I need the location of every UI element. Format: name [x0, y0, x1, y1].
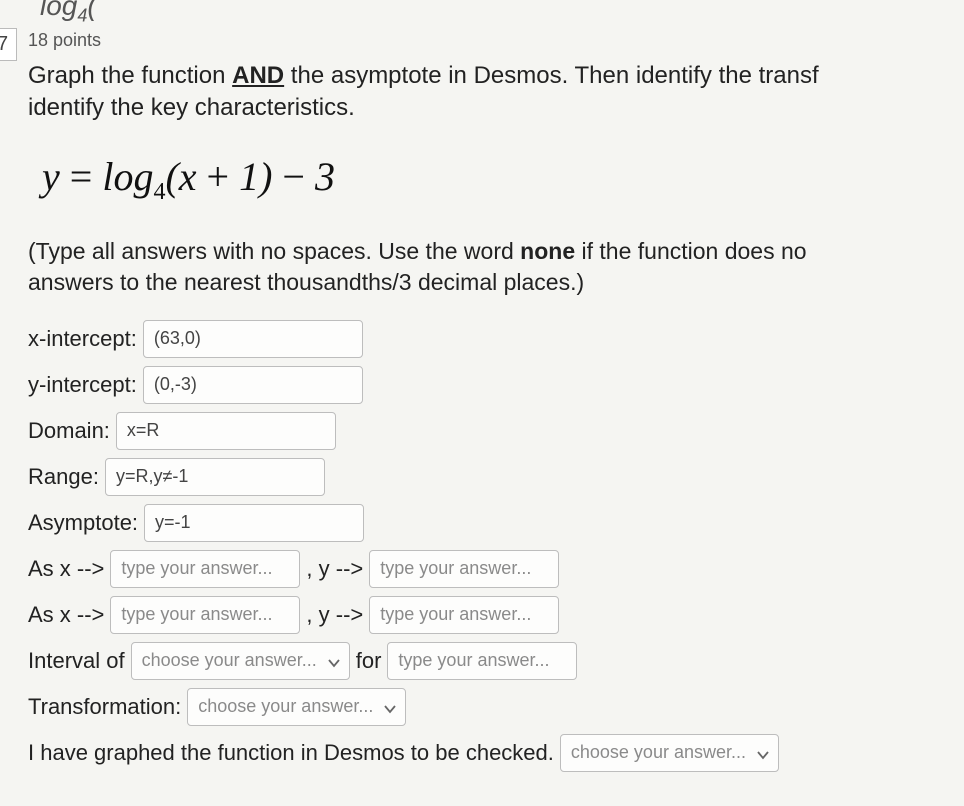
select-interval[interactable]: choose your answer... [131, 642, 350, 680]
label-interval: Interval of [28, 648, 125, 674]
note-bold: none [520, 238, 575, 264]
chevron-down-icon [327, 654, 341, 668]
input-x-intercept[interactable]: (63,0) [143, 320, 363, 358]
input-asx-1[interactable]: type your answer... [110, 550, 300, 588]
prompt-line2: identify the key characteristics. [28, 94, 355, 121]
label-range: Range: [28, 464, 99, 490]
label-y-intercept: y-intercept: [28, 372, 137, 398]
question-content: Graph the function AND the asymptote in … [28, 60, 964, 772]
note-pre: (Type all answers with no spaces. Use th… [28, 238, 520, 264]
note-line2: answers to the nearest thousandths/3 dec… [28, 269, 584, 295]
row-y-intercept: y-intercept: (0,-3) [28, 366, 964, 404]
input-y-intercept[interactable]: (0,-3) [143, 366, 363, 404]
row-end-behavior-1: As x --> type your answer... , y --> typ… [28, 550, 964, 588]
row-asymptote: Asymptote: y=-1 [28, 504, 964, 542]
question-number: 7 [0, 33, 8, 55]
row-range: Range: y=R,y≠-1 [28, 458, 964, 496]
prompt-and: AND [232, 62, 284, 89]
input-asymptote[interactable]: y=-1 [144, 504, 364, 542]
label-yarrow-2: , y --> [306, 602, 363, 628]
input-range[interactable]: y=R,y≠-1 [105, 458, 325, 496]
row-domain: Domain: x=R [28, 412, 964, 450]
select-graphed-text: choose your answer... [571, 742, 746, 763]
select-transformation-text: choose your answer... [198, 696, 373, 717]
row-x-intercept: x-intercept: (63,0) [28, 320, 964, 358]
label-domain: Domain: [28, 418, 110, 444]
label-asymptote: Asymptote: [28, 510, 138, 536]
chevron-down-icon [756, 746, 770, 760]
answer-rows: x-intercept: (63,0) y-intercept: (0,-3) … [28, 320, 964, 772]
label-yarrow-1: , y --> [306, 556, 363, 582]
input-asx-2[interactable]: type your answer... [110, 596, 300, 634]
question-number-box: 7 [0, 28, 17, 61]
row-end-behavior-2: As x --> type your answer... , y --> typ… [28, 596, 964, 634]
input-asy-2[interactable]: type your answer... [369, 596, 559, 634]
row-graphed: I have graphed the function in Desmos to… [28, 734, 964, 772]
select-interval-text: choose your answer... [142, 650, 317, 671]
row-transformation: Transformation: choose your answer... [28, 688, 964, 726]
prev-equation-fragment: log4( [40, 0, 97, 27]
prompt-text: Graph the function AND the asymptote in … [28, 60, 964, 125]
input-asy-1[interactable]: type your answer... [369, 550, 559, 588]
label-asx-1: As x --> [28, 556, 104, 582]
prompt-pre: Graph the function [28, 62, 232, 89]
equation: y = log4(x + 1) − 3 [42, 153, 964, 206]
label-asx-2: As x --> [28, 602, 104, 628]
select-graphed[interactable]: choose your answer... [560, 734, 779, 772]
chevron-down-icon [383, 700, 397, 714]
select-transformation[interactable]: choose your answer... [187, 688, 406, 726]
label-graphed: I have graphed the function in Desmos to… [28, 740, 554, 766]
input-domain[interactable]: x=R [116, 412, 336, 450]
label-x-intercept: x-intercept: [28, 326, 137, 352]
note-post: if the function does no [575, 238, 806, 264]
input-for[interactable]: type your answer... [387, 642, 577, 680]
note-text: (Type all answers with no spaces. Use th… [28, 236, 964, 298]
prompt-post: the asymptote in Desmos. Then identify t… [284, 62, 819, 89]
label-for: for [356, 648, 382, 674]
label-transformation: Transformation: [28, 694, 181, 720]
row-interval: Interval of choose your answer... for ty… [28, 642, 964, 680]
points-label: 18 points [28, 30, 101, 51]
